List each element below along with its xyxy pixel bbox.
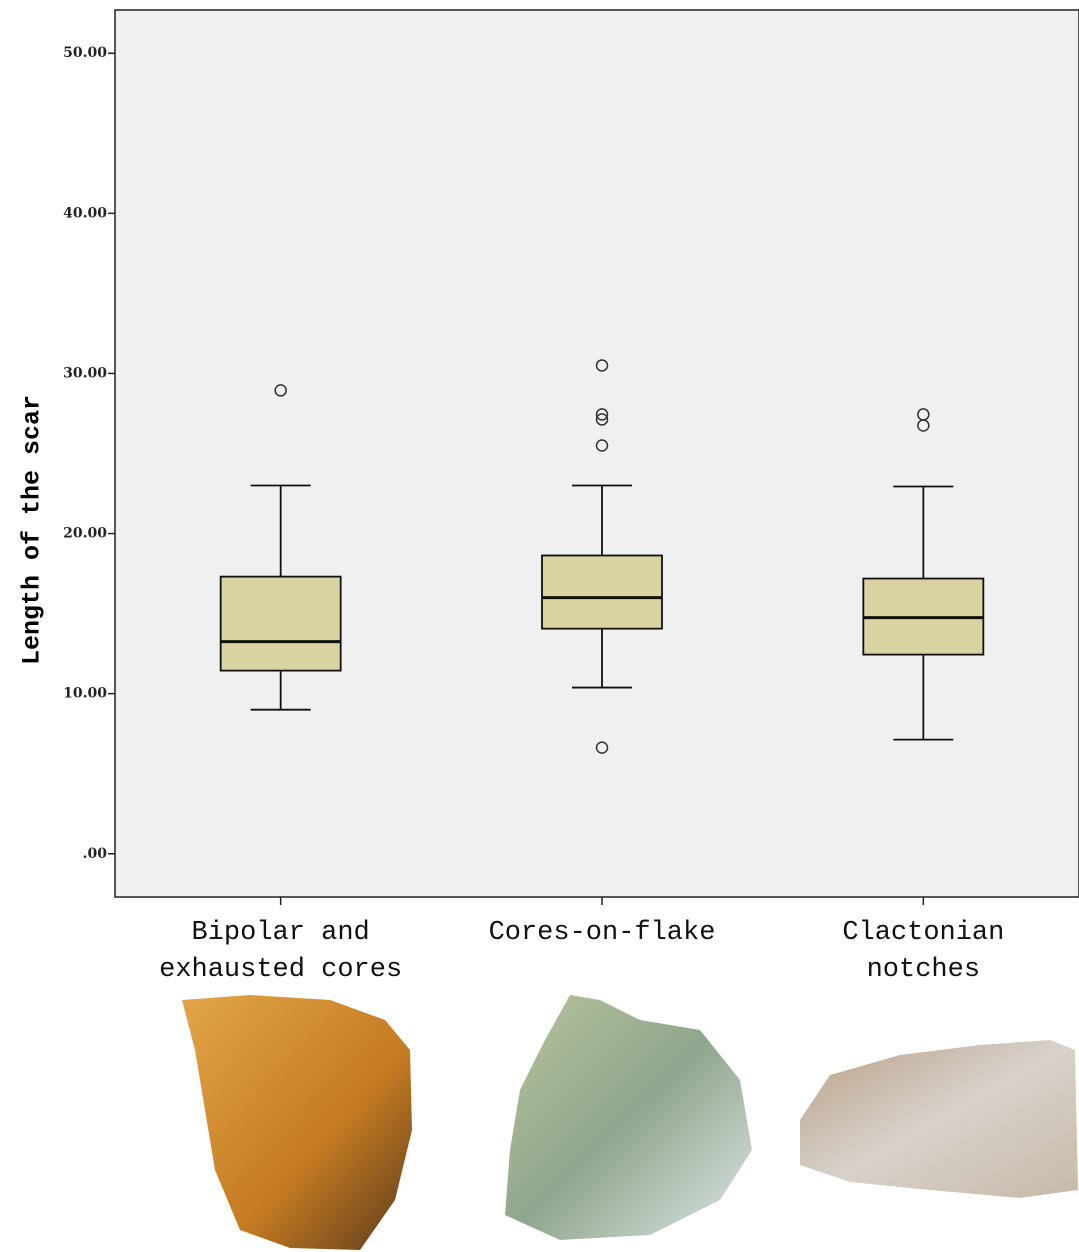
stone-clactonian	[800, 1040, 1078, 1198]
x-tick-label: Clactonian notches	[842, 918, 1005, 985]
outlier	[595, 359, 609, 372]
y-tick-label: 40.00	[63, 205, 107, 221]
x-tick-label: Cores-on-flake	[488, 918, 716, 948]
y-axis-label: Length of the scar	[18, 395, 47, 665]
plot-area	[114, 9, 1079, 898]
x-tick-label: Bipolar and exhausted cores	[159, 918, 403, 985]
stone-images	[182, 995, 1078, 1250]
stone-bipolar	[182, 995, 412, 1250]
y-tick-label: .00	[83, 846, 108, 862]
box	[219, 575, 342, 672]
outlier	[917, 419, 930, 432]
y-tick-label: 20.00	[63, 526, 107, 542]
outlier	[595, 408, 609, 421]
outlier	[595, 413, 609, 426]
outlier	[595, 439, 609, 452]
y-tick-label: 10.00	[63, 686, 107, 702]
y-tick-label: 30.00	[63, 365, 107, 381]
box	[541, 554, 663, 630]
y-tick-label: 50.00	[63, 45, 107, 61]
outlier	[274, 384, 287, 397]
stone-cores-on-flake	[505, 995, 752, 1240]
outlier	[595, 741, 609, 754]
